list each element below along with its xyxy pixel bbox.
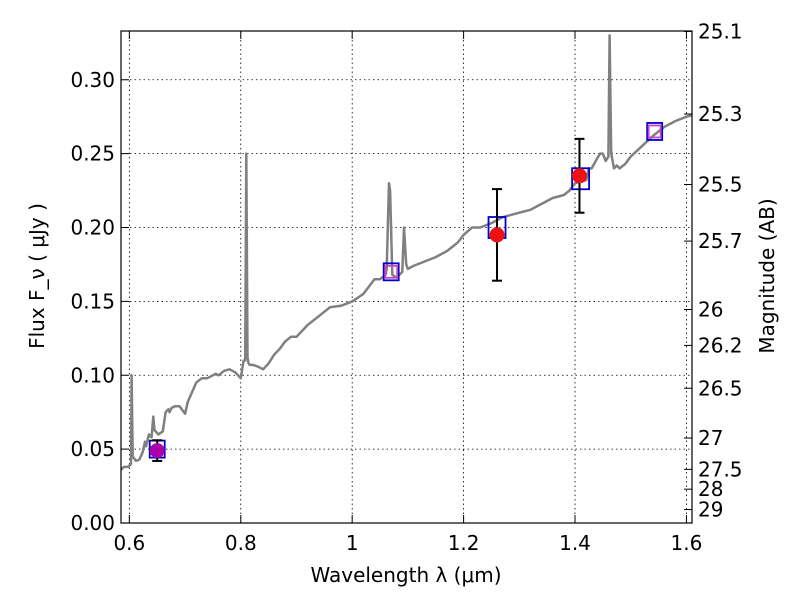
plot-frame [120, 30, 693, 524]
model-square-inner [384, 264, 399, 279]
y-axis-label: Flux F_ν ( μJy ) [25, 203, 49, 349]
x-tick-label: 0.6 [113, 531, 145, 555]
right-tick-label: 26.2 [698, 333, 743, 357]
data-series [121, 34, 692, 471]
x-tick-label: 1 [346, 531, 359, 555]
tick-labels: 0.6 0.8 1 1.2 1.4 1.6 0.00 0.05 0.10 0.15 0.20 0.25… [70, 19, 742, 555]
right-tick-label: 27.5 [698, 457, 743, 481]
right-axis-label: Magnitude (AB) [755, 198, 779, 353]
x-tick-label: 1.2 [448, 531, 480, 555]
model-square [646, 122, 664, 141]
grid [121, 31, 692, 523]
x-axis-label: Wavelength λ (μm) [310, 563, 501, 587]
right-tick-label: 25.5 [698, 173, 743, 197]
right-tick-label: 25.3 [698, 102, 743, 126]
right-tick-label: 25.1 [698, 19, 743, 43]
right-tick-label: 29 [698, 498, 723, 522]
y-tick-label: 0.15 [70, 289, 115, 313]
y-tick-label: 0.10 [70, 363, 115, 387]
model-square [571, 167, 590, 191]
right-tick-label: 26.5 [698, 376, 743, 400]
ticks [121, 30, 692, 524]
model-square [382, 262, 400, 282]
y-tick-label: 0.30 [70, 68, 115, 92]
model-square-inner [647, 124, 662, 139]
y-tick-label: 0.05 [70, 437, 115, 461]
y-tick-label: 0.20 [70, 216, 115, 240]
right-tick-label: 25.7 [698, 229, 743, 253]
data-point [149, 443, 165, 459]
right-tick-label: 27 [698, 426, 723, 450]
data-point [489, 227, 505, 243]
x-tick-label: 1.6 [671, 531, 703, 555]
x-tick-label: 0.8 [225, 531, 257, 555]
y-tick-label: 0.25 [70, 142, 115, 166]
markers [148, 122, 664, 462]
spectrum-line [121, 34, 692, 471]
right-tick-label: 26 [698, 298, 723, 322]
x-tick-label: 1.4 [559, 531, 591, 555]
y-tick-label: 0.00 [70, 511, 115, 535]
right-tick-label: 28 [698, 477, 723, 501]
data-point [571, 168, 587, 184]
